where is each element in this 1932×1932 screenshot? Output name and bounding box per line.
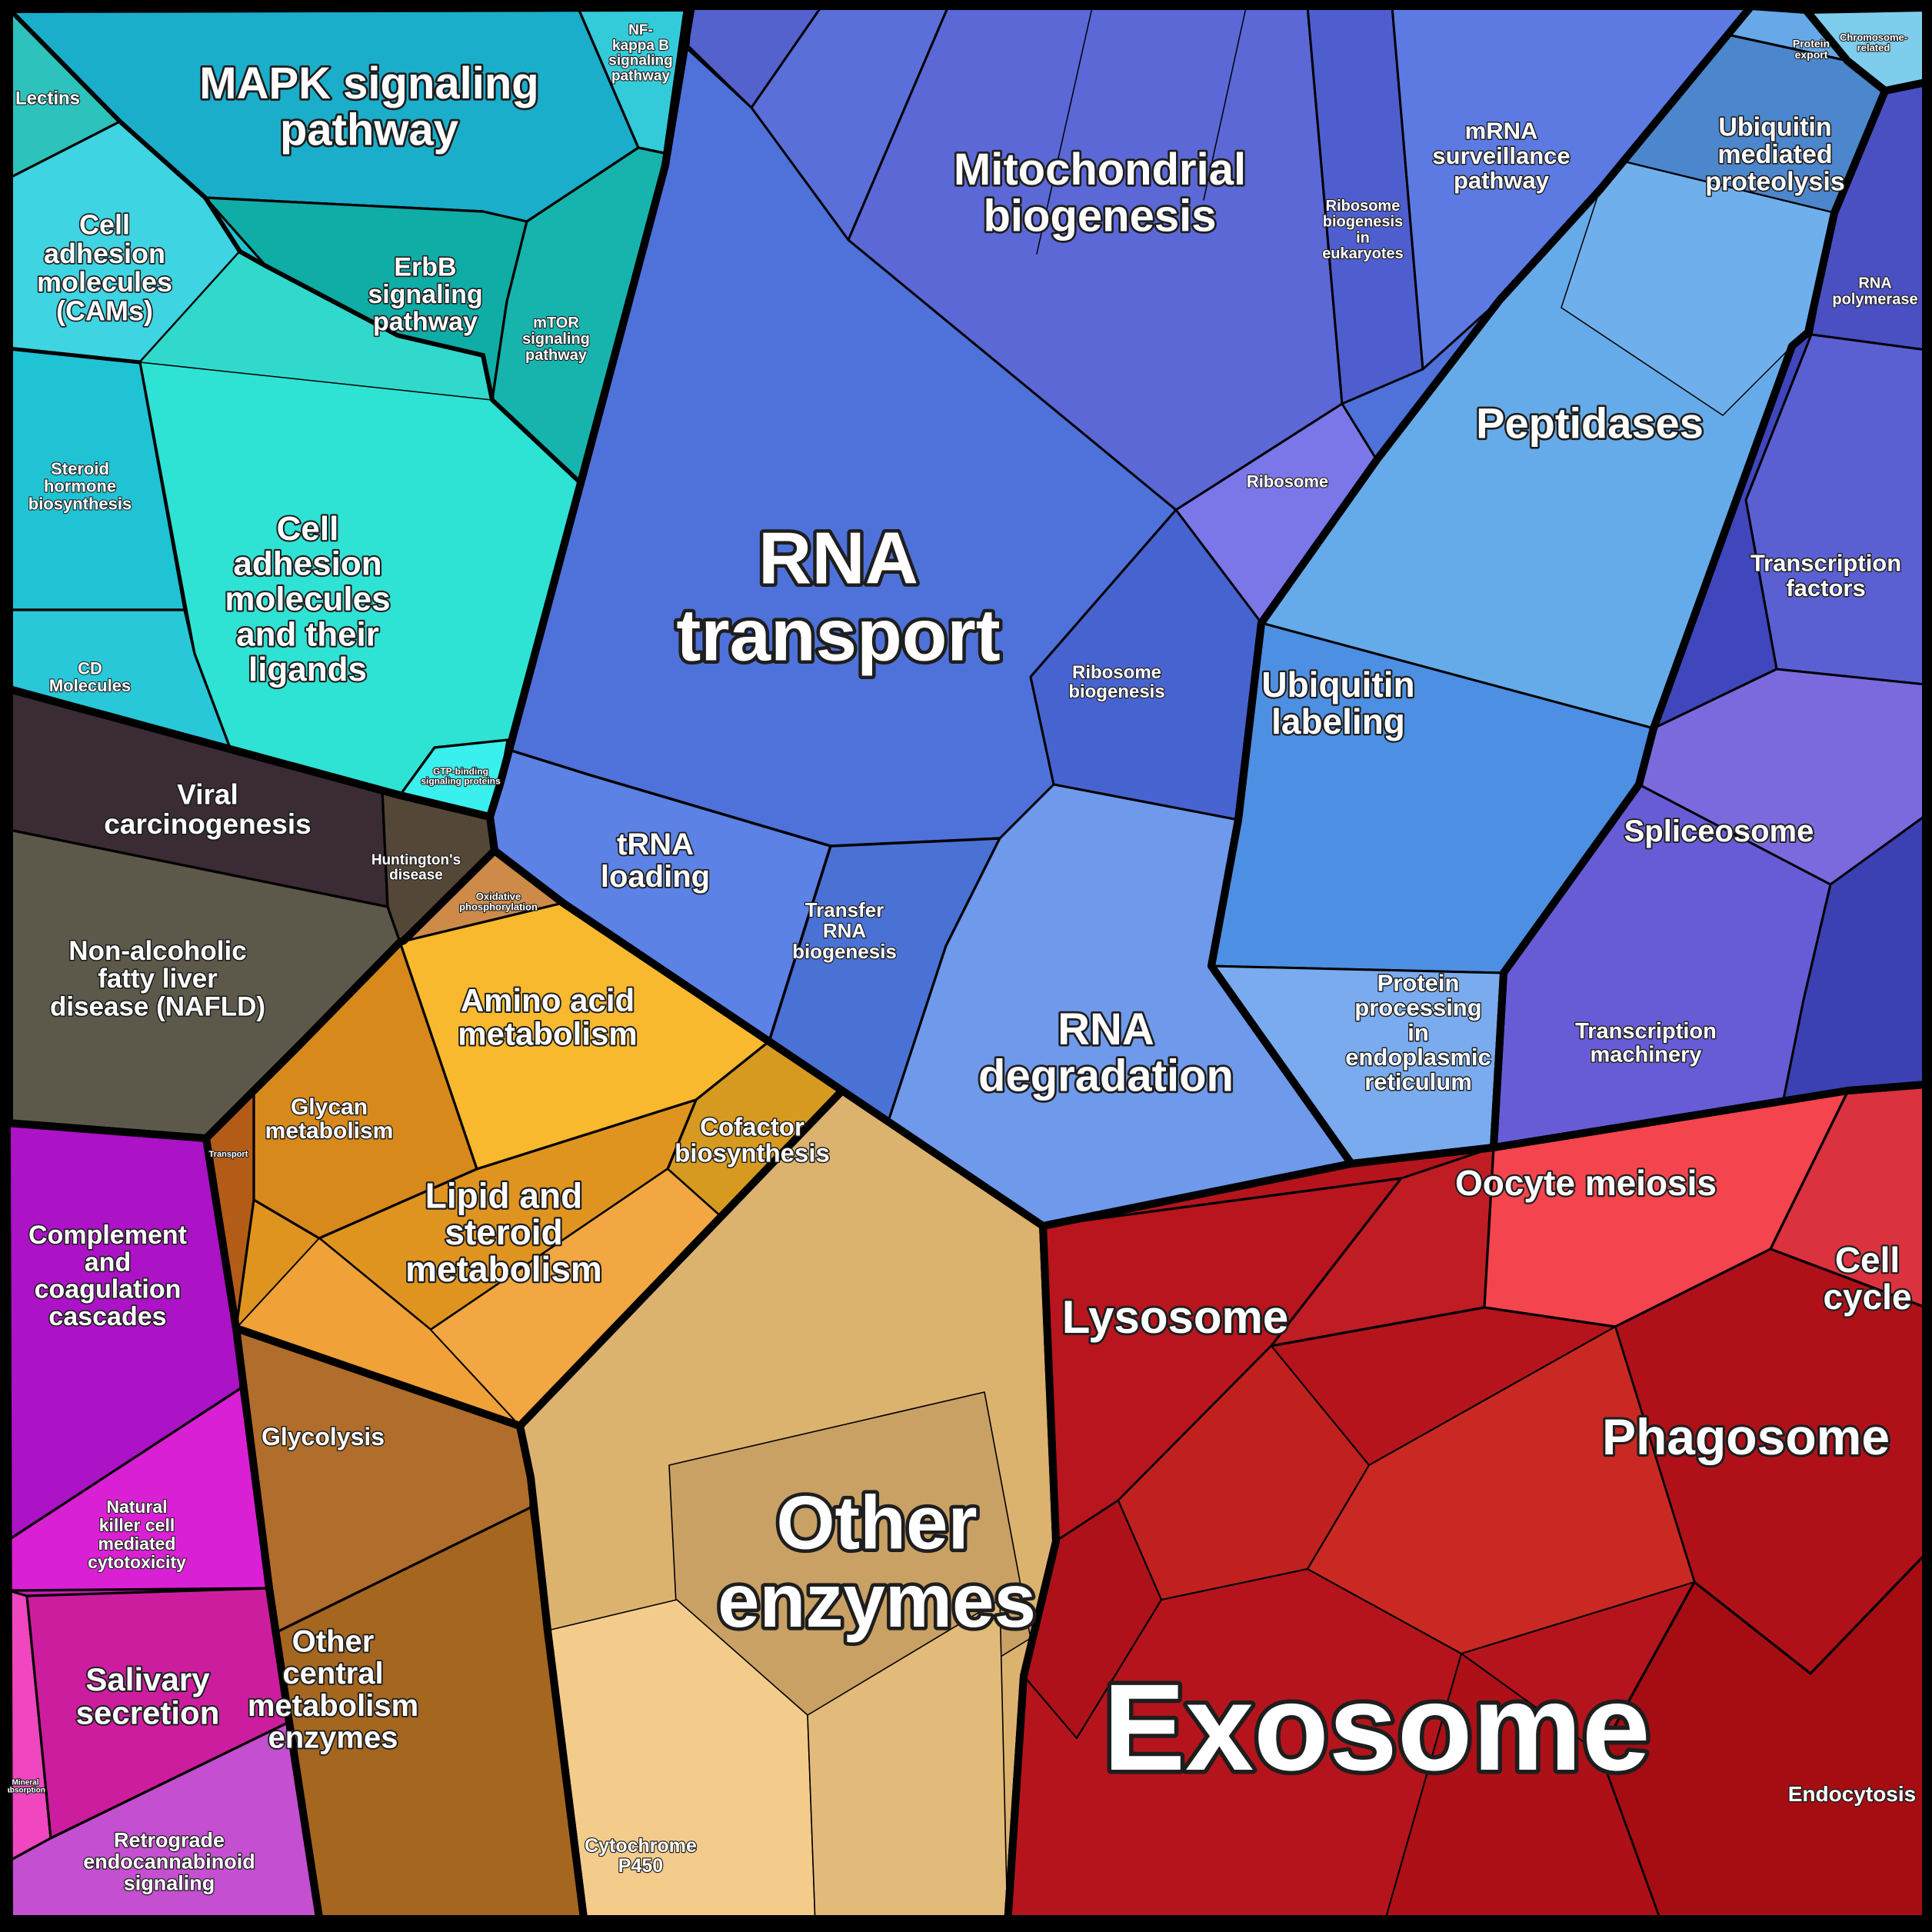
svg-text:Chromosome-related: Chromosome-related	[1840, 32, 1907, 54]
svg-text:Endocytosis: Endocytosis	[1788, 1782, 1916, 1806]
svg-text:Lectins: Lectins	[15, 88, 80, 108]
svg-text:Ribosome: Ribosome	[1247, 472, 1328, 491]
svg-text:Lysosome: Lysosome	[1062, 1291, 1289, 1343]
svg-text:Exosome: Exosome	[1103, 1658, 1650, 1796]
svg-text:Peptidases: Peptidases	[1476, 399, 1704, 448]
svg-text:Spliceosome: Spliceosome	[1624, 814, 1814, 848]
svg-text:Transport: Transport	[209, 1150, 248, 1159]
svg-text:Oocyte meiosis: Oocyte meiosis	[1455, 1163, 1717, 1203]
svg-text:Phagosome: Phagosome	[1602, 1408, 1890, 1465]
svg-text:Glycolysis: Glycolysis	[261, 1423, 385, 1451]
